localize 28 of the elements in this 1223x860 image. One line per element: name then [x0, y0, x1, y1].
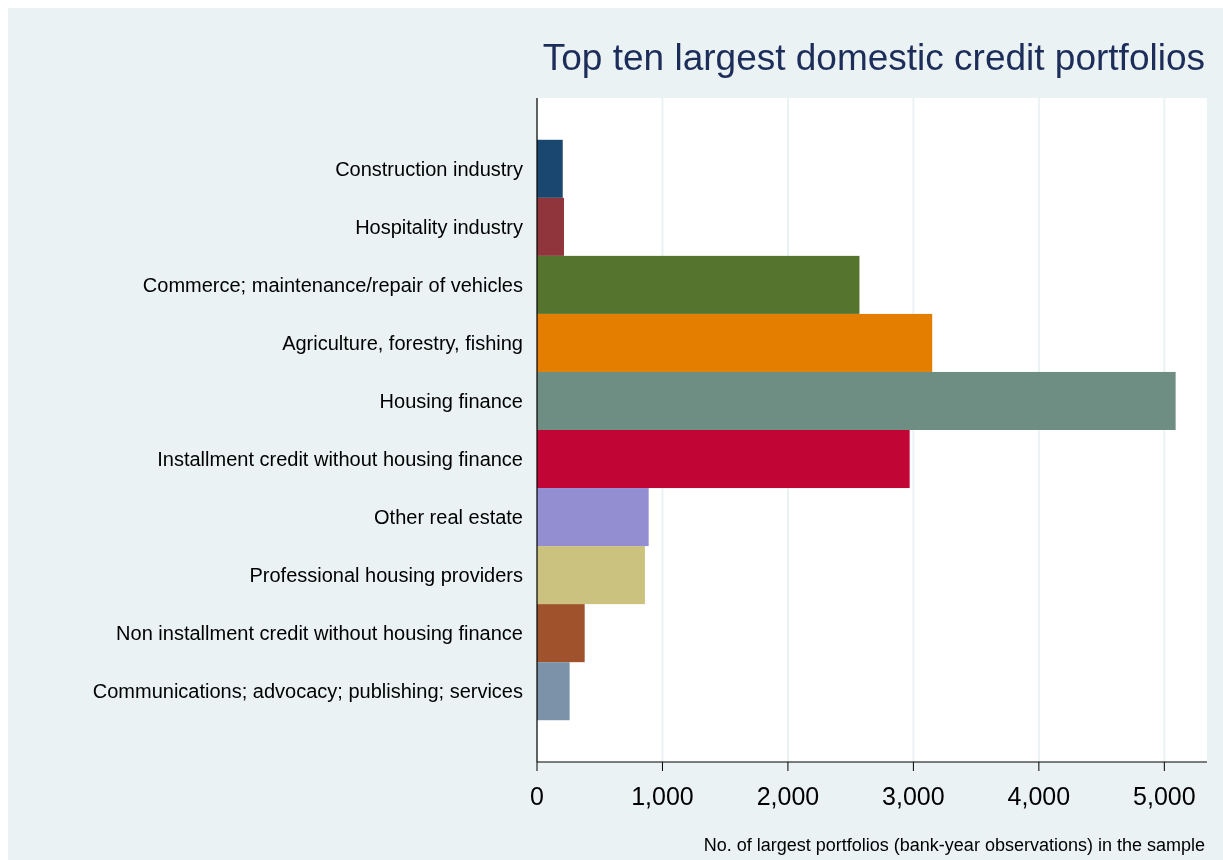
y-tick-label: Other real estate: [374, 506, 523, 529]
y-tick-label: Installment credit without housing finance: [157, 448, 523, 471]
y-tick-label: Communications; advocacy; publishing; services: [92, 680, 523, 703]
bar: [537, 546, 645, 605]
bar: [537, 255, 860, 314]
bar: [537, 430, 910, 489]
x-tick-label: 5,000: [1133, 782, 1196, 810]
y-tick-label: Professional housing providers: [249, 564, 523, 587]
y-tick-label: Hospitality industry: [355, 215, 523, 238]
bar: [537, 488, 649, 547]
y-tick-label: Construction industry: [335, 157, 523, 180]
y-tick-label: Non installment credit without housing finance: [116, 622, 523, 645]
bar: [537, 139, 563, 198]
y-tick-label: Agriculture, forestry, fishing: [282, 331, 523, 354]
chart-title: Top ten largest domestic credit portfolios: [542, 37, 1205, 78]
x-tick-label: 1,000: [631, 782, 694, 810]
x-tick-label: 2,000: [756, 782, 820, 810]
bar: [537, 662, 570, 721]
x-axis-title: No. of largest portfolios (bank-year observations) in the sample: [703, 835, 1205, 855]
x-tick-label: 0: [530, 782, 544, 810]
bar: [537, 604, 585, 663]
bar: [537, 371, 1176, 430]
bar: [537, 197, 564, 256]
bar: [537, 313, 933, 372]
y-tick-label: Housing finance: [379, 389, 523, 412]
x-tick-label: 3,000: [882, 782, 945, 810]
y-tick-label: Commerce; maintenance/repair of vehicles: [142, 273, 523, 296]
x-tick-label: 4,000: [1007, 782, 1071, 810]
